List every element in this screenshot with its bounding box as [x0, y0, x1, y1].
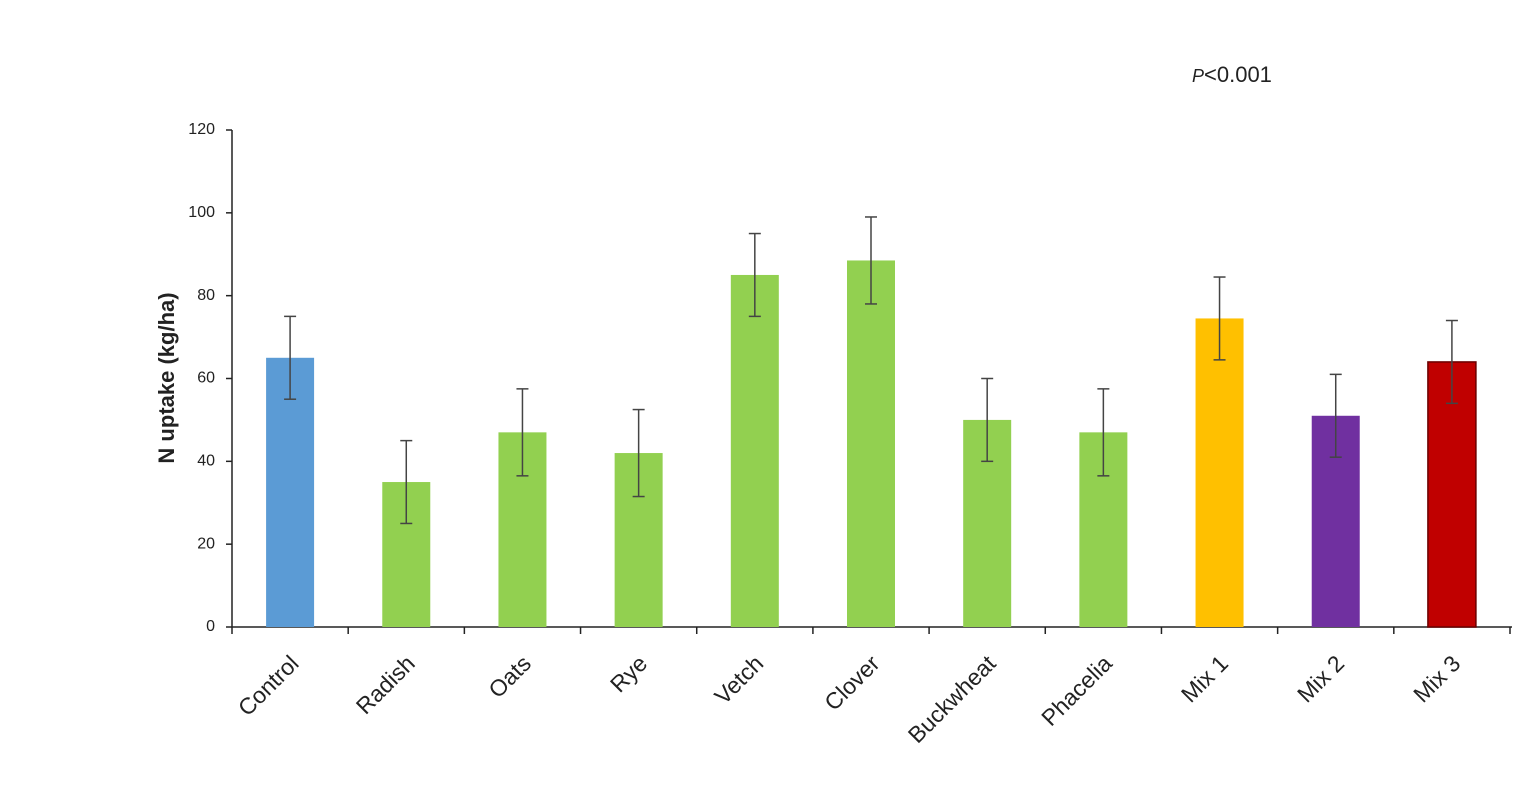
annotation-text: <0.001: [1204, 62, 1272, 87]
annotation-italic: P: [1192, 66, 1204, 86]
bar: [730, 274, 779, 627]
x-tick-label: Vetch: [709, 650, 768, 709]
y-tick-label: 100: [188, 204, 215, 221]
x-tick-label: Mix 3: [1408, 650, 1465, 707]
x-tick-label: Oats: [483, 650, 536, 703]
y-tick-label: 40: [197, 453, 215, 470]
bar: [266, 357, 315, 627]
y-tick-label: 0: [206, 618, 215, 635]
y-tick-label: 120: [188, 121, 215, 138]
bar: [1195, 318, 1244, 627]
x-tick-label: Mix 1: [1176, 650, 1233, 707]
x-tick-label: Control: [233, 650, 304, 721]
x-tick-label: Mix 2: [1292, 650, 1349, 707]
x-tick-label: Rye: [605, 650, 652, 697]
x-tick-label: Phacelia: [1036, 650, 1117, 731]
x-tick-label: Radish: [351, 650, 420, 719]
y-tick-label: 20: [197, 535, 215, 552]
x-tick-label: Clover: [819, 650, 885, 716]
y-tick-label: 60: [197, 370, 215, 387]
annotation: P<0.001: [1192, 62, 1272, 87]
y-tick-label: 80: [197, 287, 215, 304]
y-axis-label: N uptake (kg/ha): [154, 292, 179, 463]
bar: [1427, 361, 1477, 628]
x-tick-label: Buckwheat: [903, 650, 1001, 748]
bar: [847, 260, 895, 627]
